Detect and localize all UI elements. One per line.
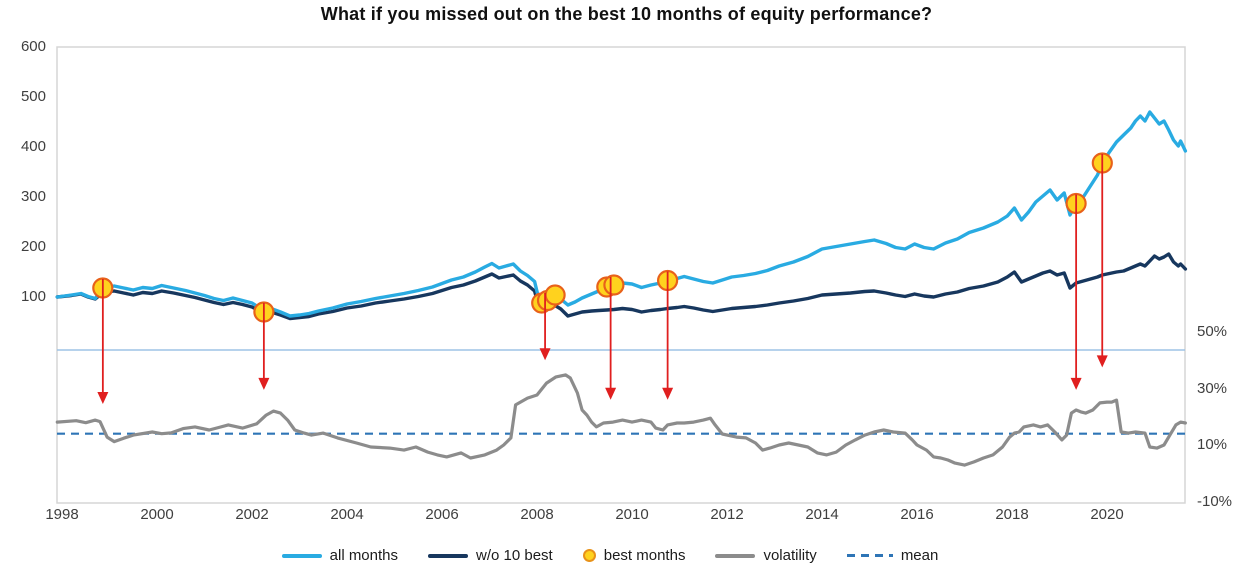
legend-label: all months <box>329 547 399 564</box>
x-axis-tick: 2008 <box>520 506 554 523</box>
legend: all months w/o 10 best best months volatili… <box>0 547 1220 564</box>
left-axis-tick: 600 <box>20 38 46 55</box>
legend-label: mean <box>900 547 939 564</box>
left-axis-tick: 100 <box>20 288 46 305</box>
all-months-swatch-icon <box>281 553 322 558</box>
left-axis-tick: 300 <box>20 188 46 205</box>
arrow-head-icon <box>662 387 674 400</box>
x-axis-tick: 2000 <box>140 506 174 523</box>
right-axis-tick: -10% <box>1197 492 1233 510</box>
right-axis-tick: 10% <box>1197 436 1228 453</box>
x-axis-tick: 2004 <box>330 506 364 523</box>
arrow-head-icon <box>258 377 270 390</box>
arrow-head-icon <box>605 387 617 400</box>
left-axis-tick: 400 <box>20 138 46 155</box>
x-axis-tick: 2020 <box>1090 506 1124 523</box>
legend-item-mean: mean <box>846 547 939 564</box>
legend-item-w-o-10-best: w/o 10 best <box>428 547 553 564</box>
legend-label: w/o 10 best <box>476 547 553 564</box>
legend-item-best-months: best months <box>582 547 686 564</box>
x-axis-tick: 2018 <box>995 506 1029 523</box>
legend-item-volatility: volatility <box>715 547 817 564</box>
x-axis-tick: 2006 <box>425 506 459 523</box>
right-axis-tick: 30% <box>1197 379 1228 397</box>
x-axis-tick: 2002 <box>235 506 269 523</box>
arrow-head-icon <box>97 392 109 405</box>
best-months-swatch-icon <box>582 549 596 562</box>
left-axis-tick: 200 <box>20 238 46 255</box>
arrow-head-icon <box>1070 377 1082 390</box>
x-axis-tick: 2012 <box>710 506 744 523</box>
legend-label: volatility <box>763 547 817 564</box>
x-axis-tick: 2016 <box>900 506 934 523</box>
arrow-head-icon <box>539 348 551 361</box>
w-o-10-best-swatch-icon <box>428 553 469 558</box>
legend-label: best months <box>603 547 686 564</box>
volatility-line <box>55 373 1188 467</box>
x-axis-tick: 2014 <box>805 506 839 523</box>
best-month-marker <box>603 274 625 296</box>
best-month-marker <box>544 284 566 306</box>
plot-border <box>56 46 1186 504</box>
x-axis-tick: 1998 <box>45 506 79 523</box>
right-axis-tick: 50% <box>1197 323 1228 340</box>
legend-item-all-months: all months <box>281 547 399 564</box>
volatility-swatch-icon <box>715 553 756 558</box>
left-axis-tick: 500 <box>20 88 46 105</box>
arrow-head-icon <box>1096 355 1108 368</box>
chart-title: What if you missed out on the best 10 mo… <box>320 4 933 24</box>
mean-swatch-icon <box>846 554 893 557</box>
x-axis-tick: 2010 <box>615 506 649 523</box>
